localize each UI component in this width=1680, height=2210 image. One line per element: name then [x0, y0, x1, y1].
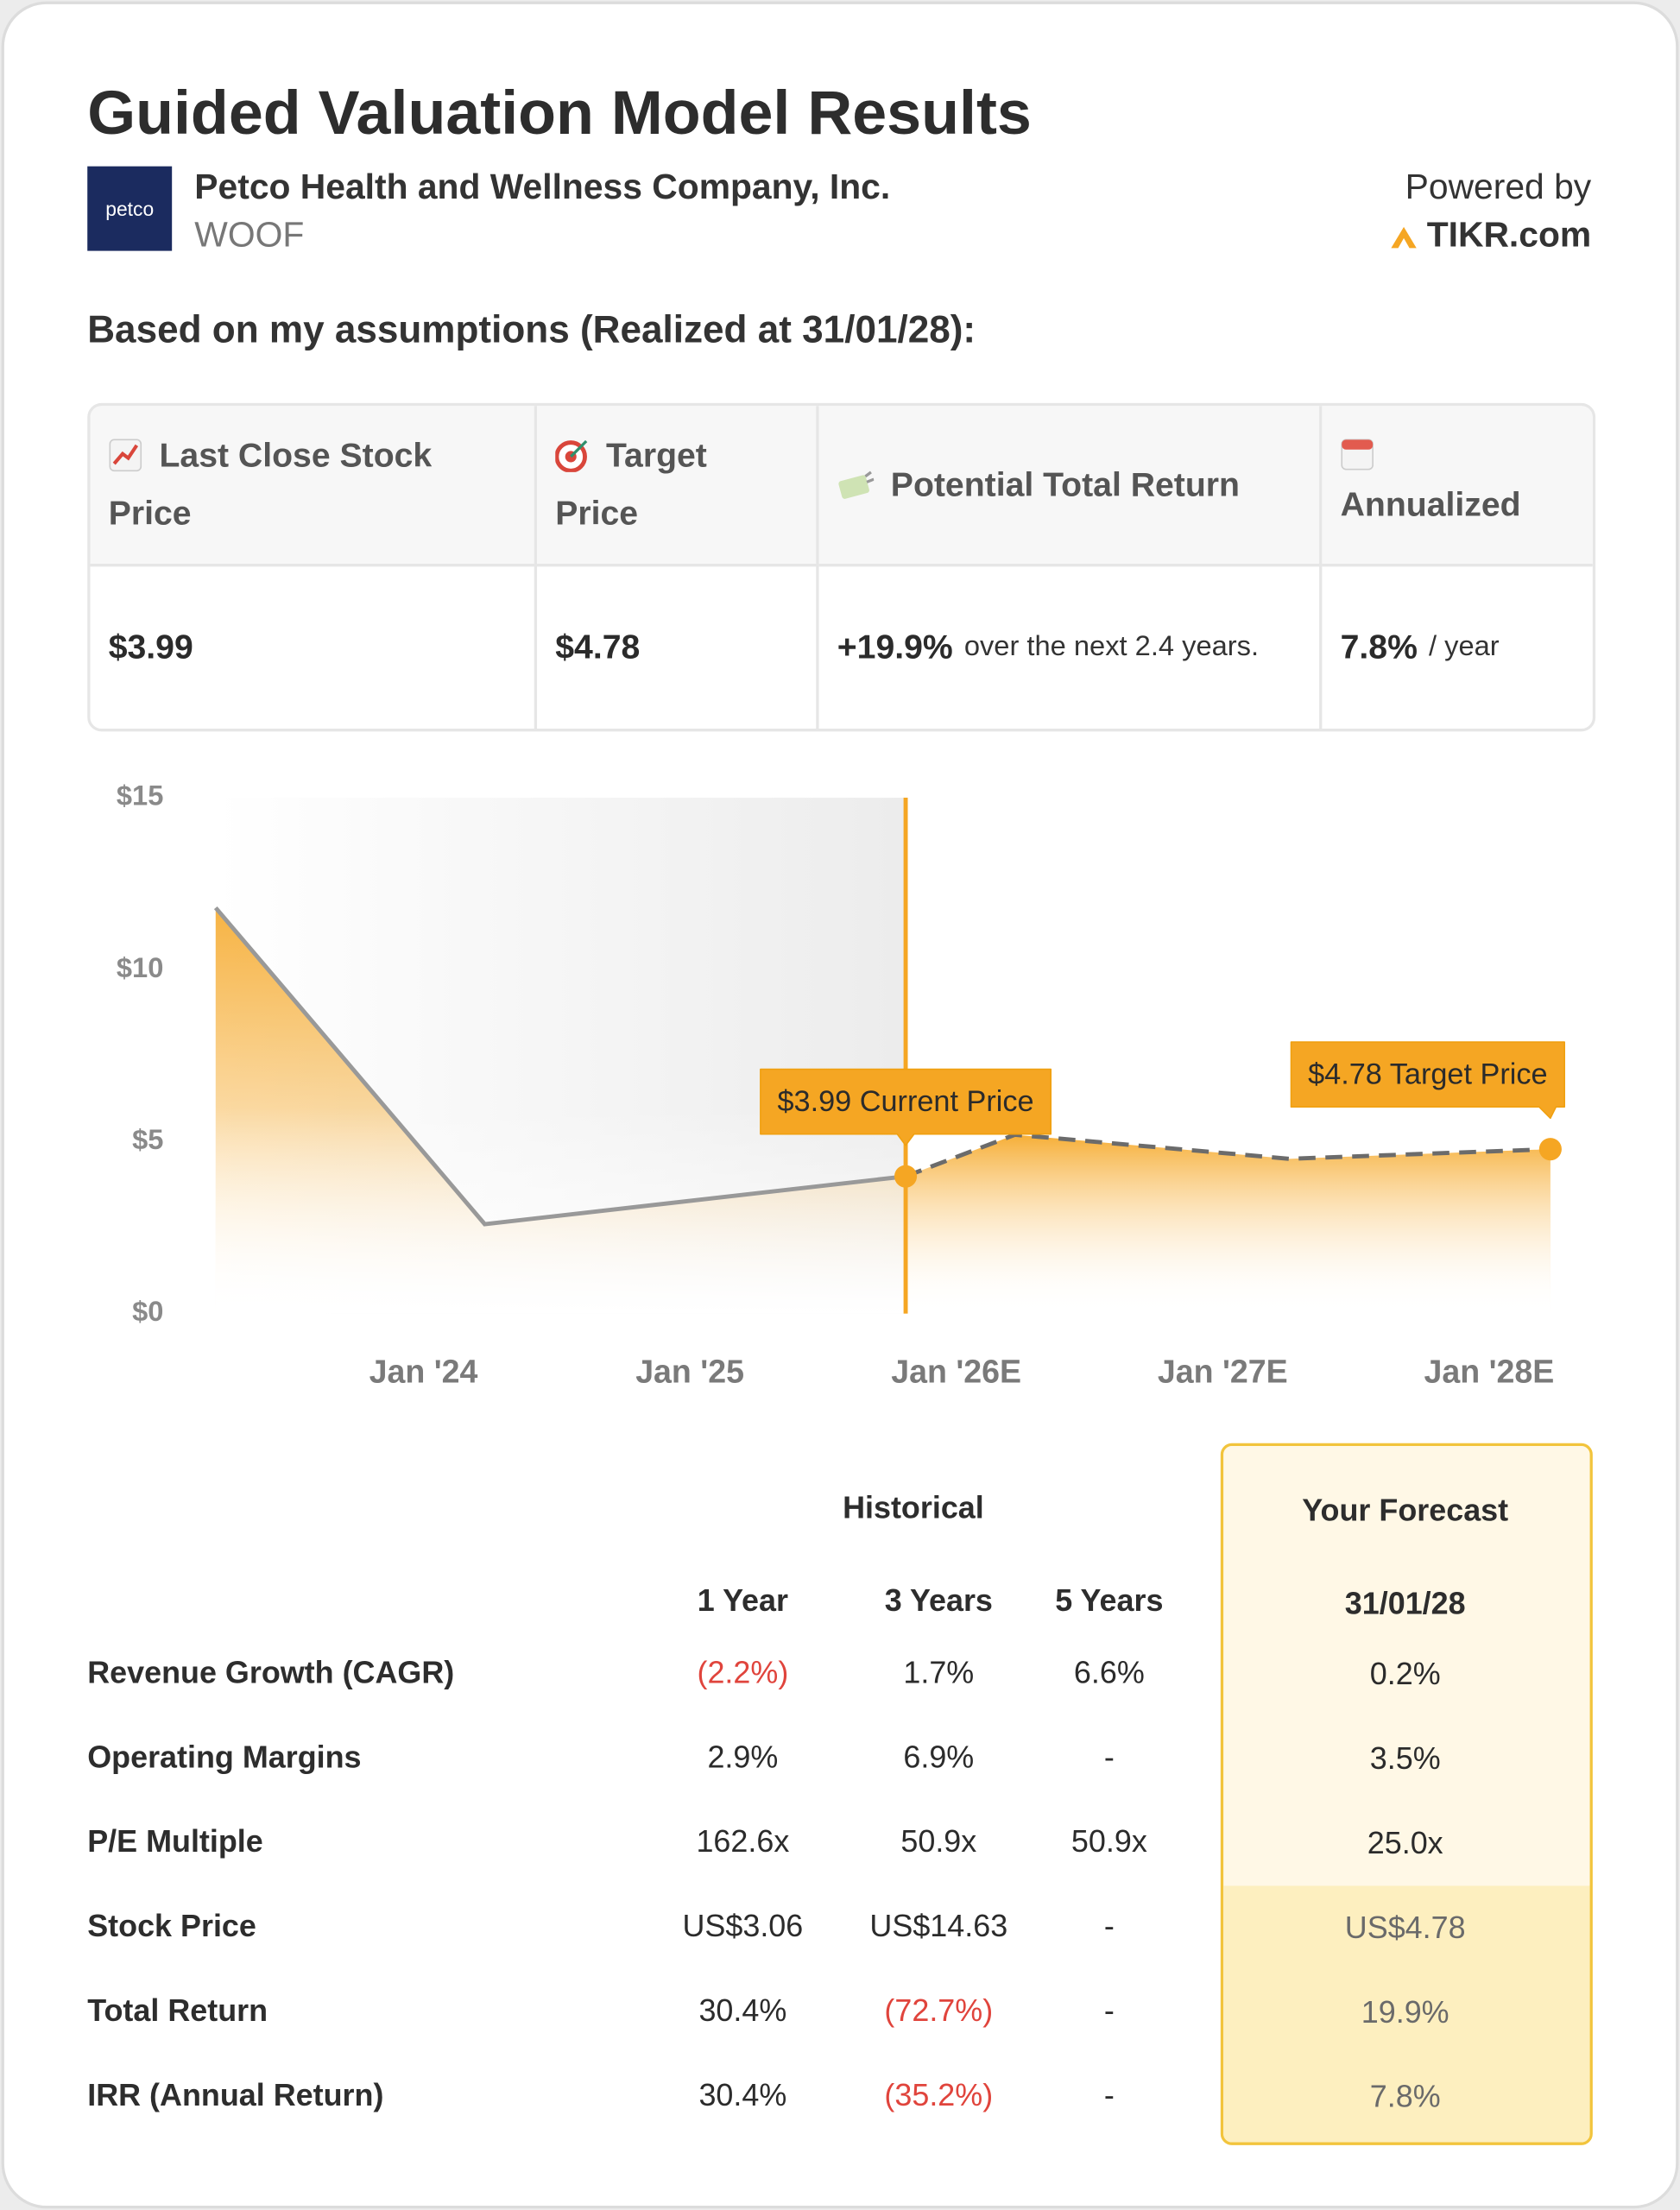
annotation-label: $4.78 Target Price [1308, 1058, 1547, 1090]
subtitle: Based on my assumptions (Realized at 31/… [87, 308, 976, 351]
summary-header: Last Close Stock Price [90, 406, 538, 567]
ticker: WOOF [194, 215, 305, 256]
historical-value: - [1103, 1992, 1115, 2029]
header-icon [838, 470, 875, 499]
column-header: 5 Years [1055, 1582, 1164, 1619]
point [1538, 1138, 1562, 1161]
powered-by: Powered by [1405, 167, 1592, 207]
historical-value: US$14.63 [869, 1908, 1008, 1944]
summary-value-cell: 7.8% / year [1322, 566, 1592, 729]
point [894, 1165, 918, 1188]
historical-header: Historical [843, 1489, 984, 1525]
forecast-value: 7.8% [1369, 2079, 1441, 2114]
x-tick-label: Jan '28E [1424, 1354, 1554, 1390]
company-logo: petco [87, 166, 173, 251]
row-label: P/E Multiple [87, 1823, 263, 1860]
historical-value: 6.9% [903, 1739, 975, 1775]
historical-value: 50.9x [1071, 1823, 1147, 1860]
historical-value: 162.6x [696, 1823, 790, 1860]
summary-value: +19.9% [837, 628, 953, 666]
historical-value: (72.7%) [884, 1992, 994, 2029]
summary-table: Last Close Stock Price Target Price Potent… [87, 402, 1596, 732]
summary-header-text: Potential Total Return [890, 465, 1240, 504]
title: Guided Valuation Model Results [87, 79, 1032, 148]
summary-header-text: Annualized [1340, 485, 1521, 524]
annotation-box [760, 1068, 1052, 1146]
x-tick-label: Jan '27E [1158, 1354, 1288, 1390]
forecast-value: 0.2% [1369, 1656, 1441, 1692]
summary-header-content: Last Close Stock Price [109, 427, 461, 543]
brand: TIKR.com [1390, 216, 1591, 256]
x-tick-label: Jan '26E [891, 1354, 1021, 1390]
header-icon [109, 439, 142, 472]
summary-value-cell: +19.9% over the next 2.4 years. [819, 566, 1323, 729]
historical-value: 2.9% [707, 1739, 779, 1775]
annotation-box [1290, 1041, 1566, 1120]
summary-value: $4.78 [555, 628, 641, 666]
column-header: 3 Years [884, 1582, 993, 1619]
historical-value: 6.6% [1073, 1654, 1145, 1690]
historical-value: 1.7% [903, 1654, 975, 1690]
summary-value: 7.8% [1340, 628, 1418, 666]
line [905, 1132, 1551, 1178]
brand-icon [1391, 226, 1418, 248]
line [213, 906, 906, 1227]
summary-note: / year [1428, 631, 1500, 663]
header-icon [555, 439, 588, 472]
forecast-date: 31/01/28 [1344, 1585, 1466, 1621]
summary-header-text: Target Price [555, 437, 707, 534]
historical-value: (35.2%) [884, 2077, 994, 2113]
annotation-label: $3.99 Current Price [777, 1085, 1033, 1118]
forecast-value: 3.5% [1369, 1740, 1441, 1777]
historical-value: - [1103, 1739, 1115, 1775]
summary-header: Target Price [537, 406, 819, 567]
row-label: Stock Price [87, 1908, 256, 1944]
forecast-highlight [1223, 1885, 1590, 2143]
row-label: Revenue Growth (CAGR) [87, 1654, 455, 1690]
summary-note: over the next 2.4 years. [963, 631, 1260, 663]
forecast-value: US$4.78 [1344, 1910, 1466, 1945]
x-tick-label: Jan '24 [369, 1354, 478, 1390]
brand-name: TIKR.com [1426, 215, 1592, 256]
historical-value: - [1103, 2077, 1115, 2113]
summary-value: $3.99 [108, 628, 193, 666]
row-label: Total Return [87, 1992, 268, 2029]
area-fade [215, 798, 906, 1314]
summary-header: Annualized [1322, 406, 1593, 567]
summary-header-text: Last Close Stock Price [108, 437, 433, 534]
historical-value: - [1103, 1908, 1115, 1944]
historical-value: (2.2%) [697, 1654, 789, 1690]
forecast-value: 25.0x [1367, 1825, 1443, 1861]
annotation: $4.78 Target Price [1290, 1041, 1566, 1120]
summary-header-content: Annualized [1341, 436, 1521, 534]
column-header: 1 Year [697, 1582, 788, 1619]
y-tick-label: $0 [132, 1295, 163, 1327]
historical-value: 30.4% [698, 1992, 787, 2029]
summary-value-cell: $4.78 [537, 566, 819, 729]
y-tick-label: $5 [132, 1123, 163, 1155]
row-label: IRR (Annual Return) [87, 2077, 384, 2113]
forecast-value: 19.9% [1361, 1994, 1449, 2030]
summary-header: Potential Total Return [818, 406, 1323, 567]
company-name: Petco Health and Wellness Company, Inc. [194, 167, 891, 207]
forecast-title: Your Forecast [1302, 1492, 1509, 1528]
historical-value: US$3.06 [682, 1908, 804, 1944]
row-label: Operating Margins [87, 1739, 362, 1775]
y-tick-label: $15 [117, 780, 163, 811]
x-tick-label: Jan '25 [635, 1354, 744, 1390]
summary-header-content: Target Price [555, 427, 738, 543]
summary-header-content: Potential Total Return [837, 456, 1240, 514]
y-tick-label: $10 [117, 951, 163, 983]
historical-value: 50.9x [900, 1823, 977, 1860]
forecast-box [1220, 1443, 1593, 2145]
historical-value: 30.4% [698, 2077, 787, 2113]
annotation: $3.99 Current Price [760, 1068, 1052, 1146]
header-icon [1341, 438, 1374, 470]
summary-value-cell: $3.99 [90, 566, 538, 729]
